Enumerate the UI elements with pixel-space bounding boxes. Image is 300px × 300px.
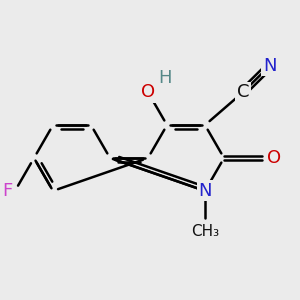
Text: O: O xyxy=(267,149,281,167)
Text: N: N xyxy=(263,57,276,75)
Text: CH₃: CH₃ xyxy=(191,224,219,239)
Text: C: C xyxy=(237,83,249,101)
Text: H: H xyxy=(158,69,172,87)
Text: N: N xyxy=(198,182,212,200)
Text: O: O xyxy=(141,83,155,101)
Text: F: F xyxy=(2,182,12,200)
